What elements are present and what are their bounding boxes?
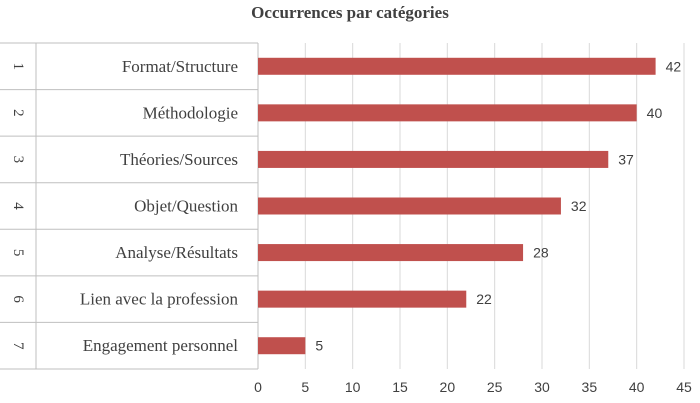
category-label: Engagement personnel <box>83 336 239 355</box>
x-tick-label-40: 40 <box>629 379 645 395</box>
category-table: 1 Format/Structure 2 Méthodologie 3 Théories/… <box>0 42 259 370</box>
category-label: Analyse/Résultats <box>115 243 238 262</box>
category-label: Format/Structure <box>122 57 238 76</box>
bar-1 <box>258 57 656 75</box>
bar-6 <box>258 290 467 308</box>
bar-5 <box>258 244 524 262</box>
rank-label-1: 1 <box>10 63 26 71</box>
x-tick-label-45: 45 <box>676 379 692 395</box>
bar-2 <box>258 104 637 122</box>
category-label: Lien avec la profession <box>80 290 239 309</box>
bar-4 <box>258 197 561 215</box>
x-tick-label-25: 25 <box>487 379 503 395</box>
data-label-7: 5 <box>315 338 323 354</box>
data-label-4: 32 <box>571 198 587 214</box>
bars: 42 40 37 32 28 22 5 <box>258 57 682 355</box>
rank-label-3: 3 <box>10 156 26 164</box>
rank-label-2: 2 <box>10 109 26 117</box>
x-tick-label-30: 30 <box>534 379 550 395</box>
x-tick-label-5: 5 <box>301 379 309 395</box>
data-label-1: 42 <box>666 58 682 74</box>
rank-label-4: 4 <box>10 202 26 210</box>
data-label-5: 28 <box>533 245 549 261</box>
x-tick-label-15: 15 <box>392 379 408 395</box>
chart-title: Occurrences par catégories <box>251 3 449 22</box>
x-tick-label-35: 35 <box>582 379 598 395</box>
x-tick-label-20: 20 <box>440 379 456 395</box>
x-tick-label-0: 0 <box>254 379 262 395</box>
rank-label-5: 5 <box>10 249 26 256</box>
x-tick-label-10: 10 <box>345 379 361 395</box>
bar-7 <box>258 337 306 355</box>
data-label-6: 22 <box>476 291 492 307</box>
data-label-2: 40 <box>647 105 663 121</box>
data-label-3: 37 <box>618 151 634 167</box>
category-label: Objet/Question <box>134 197 238 216</box>
x-axis-ticks: 0 5 10 15 20 25 30 35 40 45 <box>254 379 692 395</box>
category-label: Méthodologie <box>143 103 238 122</box>
rank-label-7: 7 <box>10 342 26 350</box>
rank-label-6: 6 <box>10 295 26 303</box>
category-label: Théories/Sources <box>120 150 238 169</box>
bar-3 <box>258 150 609 168</box>
